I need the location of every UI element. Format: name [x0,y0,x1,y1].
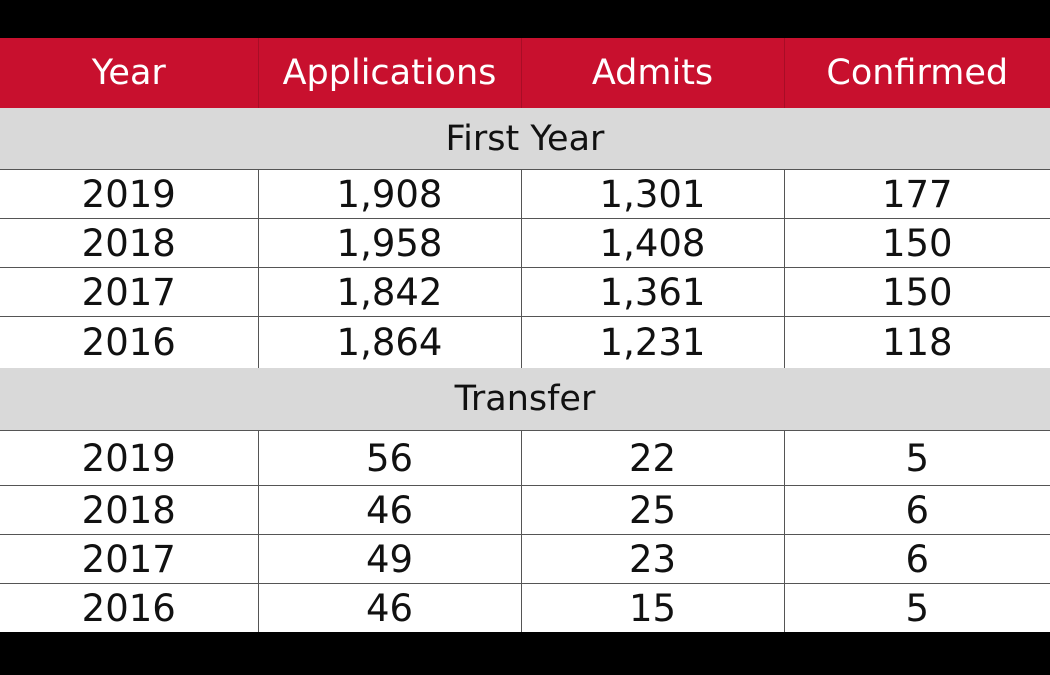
admits-cell: 1,231 [520,316,784,368]
column-header-confirmed: Confirmed [784,38,1050,108]
section-row-first-year: First Year [0,108,1050,170]
table-row: 2018 1,958 1,408 150 [0,218,1050,268]
year-cell: 2017 [0,267,258,317]
table-row: 2016 1,864 1,231 118 [0,316,1050,368]
column-header-admits: Admits [521,38,785,108]
year-cell: 2016 [0,316,258,368]
confirmed-cell: 150 [783,218,1050,268]
section-label: First Year [0,108,1050,170]
admits-cell: 1,408 [520,218,784,268]
admits-cell: 15 [520,583,784,632]
column-header-applications: Applications [258,38,522,108]
year-cell: 2018 [0,218,258,268]
admits-cell: 1,361 [520,267,784,317]
confirmed-cell: 6 [783,485,1050,535]
confirmed-cell: 150 [783,267,1050,317]
year-cell: 2017 [0,534,258,584]
confirmed-cell: 5 [783,430,1050,486]
header-row: Year Applications Admits Confirmed [0,38,1050,108]
applications-cell: 46 [257,583,521,632]
table-row: 2018 46 25 6 [0,485,1050,535]
year-cell: 2016 [0,583,258,632]
admits-cell: 1,301 [520,169,784,219]
admits-cell: 25 [520,485,784,535]
applications-cell: 56 [257,430,521,486]
year-cell: 2018 [0,485,258,535]
applications-cell: 1,958 [257,218,521,268]
applications-cell: 1,842 [257,267,521,317]
year-cell: 2019 [0,430,258,486]
year-cell: 2019 [0,169,258,219]
section-label: Transfer [0,368,1050,431]
admits-cell: 22 [520,430,784,486]
confirmed-cell: 177 [783,169,1050,219]
table-row: 2019 56 22 5 [0,430,1050,486]
applications-cell: 1,864 [257,316,521,368]
table-row: 2017 1,842 1,361 150 [0,267,1050,317]
admits-cell: 23 [520,534,784,584]
confirmed-cell: 5 [783,583,1050,632]
table-row: 2017 49 23 6 [0,534,1050,584]
applications-cell: 49 [257,534,521,584]
applications-cell: 1,908 [257,169,521,219]
applications-cell: 46 [257,485,521,535]
confirmed-cell: 6 [783,534,1050,584]
confirmed-cell: 118 [783,316,1050,368]
section-row-transfer: Transfer [0,368,1050,431]
table-row: 2016 46 15 5 [0,583,1050,632]
table-row: 2019 1,908 1,301 177 [0,169,1050,219]
admissions-table: Year Applications Admits Confirmed First… [0,38,1050,632]
column-header-year: Year [0,38,259,108]
